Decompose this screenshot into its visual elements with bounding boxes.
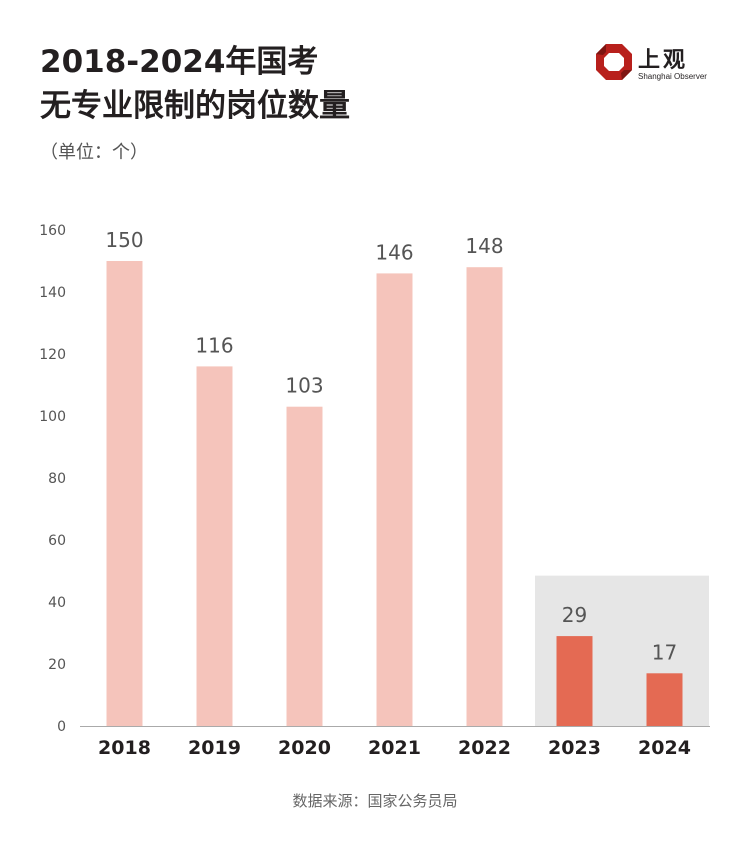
logo-text-cn: 上观 [638, 47, 689, 73]
bar [376, 273, 413, 726]
unit-label: （单位：个） [40, 142, 148, 163]
data-label: 146 [375, 240, 413, 264]
y-tick-label: 120 [39, 347, 66, 363]
x-tick-label: 2019 [188, 737, 241, 759]
bar-chart: 0 20 40 60 80 100 120 140 160 150 2018 116 2019 103 20… [39, 223, 710, 759]
data-label: 150 [105, 228, 143, 252]
y-tick-label: 140 [39, 285, 66, 301]
x-tick-label: 2021 [368, 737, 421, 759]
logo-icon [596, 44, 632, 80]
y-tick-label: 160 [39, 223, 66, 239]
bar [196, 366, 233, 726]
y-tick-label: 60 [48, 533, 66, 549]
bar [466, 267, 503, 726]
x-tick-label: 2023 [548, 737, 601, 759]
data-label: 103 [285, 374, 323, 398]
x-tick-label: 2018 [98, 737, 151, 759]
brand-logo: 上观 Shanghai Observer [594, 42, 724, 82]
bar [106, 261, 143, 726]
y-tick-label: 0 [57, 719, 66, 735]
y-tick-label: 40 [48, 595, 66, 611]
data-label: 148 [465, 234, 503, 258]
y-tick-label: 20 [48, 657, 66, 673]
logo-text-en: Shanghai Observer [638, 72, 707, 81]
x-tick-label: 2024 [638, 737, 691, 759]
bar [556, 636, 593, 726]
y-tick-label: 100 [39, 409, 66, 425]
chart-title: 2018-2024年国考 无专业限制的岗位数量 [40, 40, 350, 128]
title-line-2: 无专业限制的岗位数量 [40, 88, 350, 124]
x-tick-label: 2022 [458, 737, 511, 759]
data-label: 17 [652, 640, 677, 664]
x-tick-label: 2020 [278, 737, 331, 759]
bar [646, 673, 683, 726]
data-label: 116 [195, 333, 233, 357]
source-note: 数据来源：国家公务员局 [292, 792, 458, 810]
data-label: 29 [562, 603, 587, 627]
y-tick-label: 80 [48, 471, 66, 487]
title-line-1: 2018-2024年国考 [40, 44, 319, 80]
bar [286, 406, 323, 726]
